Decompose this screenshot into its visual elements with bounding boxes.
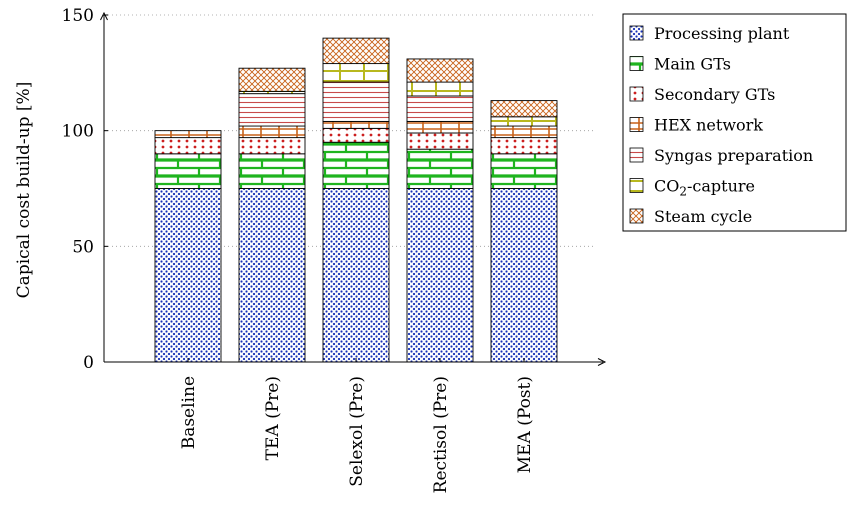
legend-swatch	[629, 25, 644, 41]
bar-segment	[406, 81, 474, 97]
legend-swatch	[629, 208, 644, 224]
bar-segment	[490, 153, 558, 189]
y-axis-arrow	[100, 11, 108, 21]
bar-segment	[490, 188, 558, 363]
bar-segment	[238, 137, 306, 155]
bar-stack	[238, 67, 306, 363]
bar-stack	[322, 37, 390, 363]
bar-segment	[238, 125, 306, 139]
legend-swatch	[629, 86, 644, 102]
legend-label: Syngas preparation	[654, 146, 813, 165]
bar-segment	[322, 141, 390, 189]
legend-swatch	[629, 178, 644, 193]
bar-stack	[490, 100, 558, 363]
legend: Processing plant Main GTs Secondary GTs HEX…	[622, 13, 847, 232]
legend-label: Secondary GTs	[654, 85, 775, 104]
x-tick-label: Rectisol (Pre)	[431, 376, 451, 493]
bar-segment	[322, 81, 390, 122]
bar-segment	[154, 153, 222, 189]
x-ticks: Baseline TEA (Pre) Selexol (Pre) Rectisol (…	[179, 358, 535, 493]
legend-swatch	[629, 117, 644, 132]
legend-swatch	[629, 56, 644, 71]
x-tick-label: Baseline	[179, 376, 199, 449]
bar-segment	[406, 148, 474, 189]
bars-group	[154, 37, 558, 363]
bar-segment	[406, 120, 474, 134]
bar-segment	[322, 188, 390, 363]
bar-segment	[322, 127, 390, 143]
bar-segment	[322, 120, 390, 129]
legend-label: Steam cycle	[654, 207, 752, 226]
legend-swatch	[629, 147, 644, 163]
y-tick-label: 150	[62, 6, 94, 26]
bar-segment	[154, 188, 222, 363]
bar-segment	[406, 188, 474, 363]
bar-segment	[406, 95, 474, 122]
bar-segment	[406, 58, 474, 83]
x-tick-label: TEA (Pre)	[263, 376, 283, 460]
bar-segment	[322, 63, 390, 83]
bar-stack	[154, 130, 222, 363]
bar-segment	[238, 67, 306, 92]
bar-segment	[490, 137, 558, 155]
bar-segment	[490, 125, 558, 139]
bar-segment	[154, 137, 222, 155]
bar-segment	[154, 130, 222, 139]
legend-label: Main GTs	[654, 55, 731, 74]
y-ticks: 0 50 100 150	[62, 6, 108, 373]
legend-label: Processing plant	[654, 24, 790, 43]
x-tick-label: Selexol (Pre)	[347, 376, 367, 487]
y-tick-label: 50	[72, 237, 94, 257]
bar-segment	[238, 153, 306, 189]
axes	[100, 11, 607, 366]
y-tick-label: 100	[62, 122, 94, 142]
bar-stack	[406, 58, 474, 363]
x-tick-label: MEA (Post)	[515, 376, 535, 473]
bar-segment	[238, 188, 306, 363]
y-axis-label: Capical cost build-up [%]	[14, 82, 34, 299]
x-axis-arrow	[597, 358, 607, 366]
y-tick-label: 0	[83, 353, 94, 373]
bar-segment	[322, 37, 390, 65]
legend-box	[622, 13, 847, 232]
bar-segment	[490, 100, 558, 118]
bar-segment	[406, 132, 474, 150]
legend-label: CO2-capture	[654, 177, 755, 199]
bar-segment	[238, 93, 306, 127]
bar-segment	[490, 116, 558, 127]
legend-label: HEX network	[654, 116, 763, 135]
